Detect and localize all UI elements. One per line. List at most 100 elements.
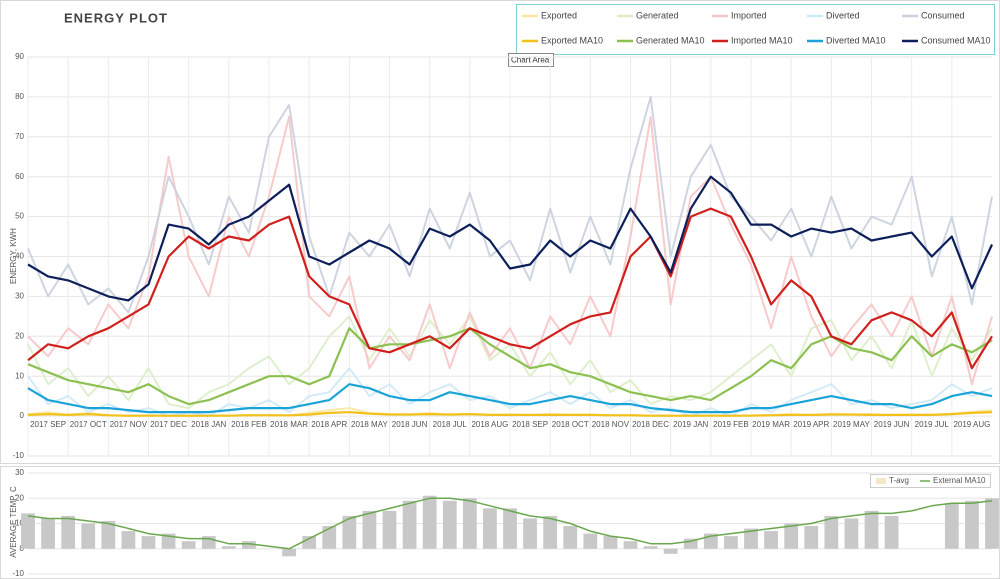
y-tick-label: 70 (15, 132, 24, 141)
legend-label: Diverted MA10 (826, 35, 886, 45)
legend-box (516, 4, 995, 55)
bar (683, 538, 698, 549)
bar (663, 548, 678, 554)
x-tick-label: 2018 FEB (231, 420, 267, 429)
x-tick-label: 2018 MAR (270, 420, 308, 429)
legend-label: Exported (541, 10, 577, 20)
y-tick-label: 20 (15, 331, 24, 340)
x-tick-label: 2017 NOV (110, 420, 148, 429)
legend-label: Consumed MA10 (921, 35, 991, 45)
bar (342, 515, 357, 549)
x-tick-label: 2019 JUL (915, 420, 950, 429)
bar (583, 533, 598, 549)
x-tick-label: 2019 APR (793, 420, 829, 429)
x-tick-label: 2019 FEB (713, 420, 749, 429)
bar (764, 531, 778, 549)
bar (362, 510, 377, 549)
series-line (27, 383, 993, 414)
series-line (27, 411, 993, 417)
bar (282, 548, 296, 557)
bar (21, 513, 35, 549)
bar (784, 523, 799, 549)
series-line (27, 95, 993, 314)
y-tick-label: -10 (12, 451, 24, 460)
legend-label: Exported MA10 (541, 35, 603, 45)
x-tick-label: 2018 JUL (433, 420, 468, 429)
x-tick-label: 2019 AUG (953, 420, 990, 429)
bar (61, 515, 76, 549)
bar (623, 541, 638, 549)
bar (884, 515, 899, 549)
x-tick-label: 2018 AUG (471, 420, 508, 429)
y-tick-label: 60 (15, 172, 24, 181)
chart-frame (0, 0, 1000, 464)
x-tick-label: 2018 MAY (351, 420, 388, 429)
legend-label: Imported MA10 (731, 35, 793, 45)
bar (41, 518, 55, 549)
legend-label: External MA10 (933, 476, 986, 485)
y-tick-label: 0 (20, 411, 25, 420)
x-tick-label: 2019 MAR (752, 420, 790, 429)
bar (462, 498, 477, 549)
bar (824, 515, 839, 549)
bar (121, 531, 136, 549)
legend-label: Generated (636, 10, 679, 20)
x-tick-label: 2018 DEC (632, 420, 669, 429)
bar (744, 528, 758, 549)
y-axis-label: AVERAGE TEMP, C (9, 486, 18, 558)
bar (322, 526, 337, 549)
bar (221, 546, 236, 549)
bar (503, 508, 517, 549)
legend-label: Generated MA10 (636, 35, 705, 45)
bar (101, 520, 116, 549)
bar (141, 536, 156, 549)
y-tick-label: 10 (15, 519, 24, 528)
bar (302, 536, 317, 549)
bar (81, 523, 96, 549)
y-tick-label: 30 (15, 468, 24, 477)
legend-label: T-avg (889, 476, 909, 485)
x-tick-label: 2019 MAY (833, 420, 870, 429)
bar (181, 541, 196, 549)
x-tick-label: 2018 JAN (191, 420, 226, 429)
x-tick-label: 2019 JAN (673, 420, 708, 429)
y-tick-label: 90 (15, 52, 24, 61)
x-tick-label: 2018 APR (311, 420, 347, 429)
x-tick-label: 2017 SEP (30, 420, 66, 429)
y-tick-label: 50 (15, 212, 24, 221)
x-tick-label: 2019 JUN (874, 420, 910, 429)
series-line (27, 175, 994, 302)
y-axis-label: ENERGY, KWH (9, 228, 18, 284)
bar (724, 536, 738, 549)
bar (944, 503, 959, 549)
x-tick-label: 2018 SEP (512, 420, 548, 429)
x-tick-label: 2018 OCT (552, 420, 589, 429)
bar (422, 495, 437, 549)
legend-label: Diverted (826, 10, 860, 20)
legend-label: Imported (731, 10, 767, 20)
bar (442, 500, 457, 549)
series-line (27, 207, 993, 370)
tooltip: Chart Area (511, 56, 550, 65)
series-line (27, 115, 993, 386)
y-tick-label: 40 (15, 252, 24, 261)
bar (161, 533, 176, 549)
bar (985, 498, 999, 549)
series-line (27, 497, 993, 550)
legend-box (870, 474, 991, 488)
bar (402, 500, 417, 549)
y-tick-label: 10 (15, 371, 24, 380)
legend-swatch (876, 478, 886, 484)
bar (844, 518, 859, 549)
x-tick-label: 2017 OCT (70, 420, 107, 429)
bar (643, 546, 658, 549)
y-tick-label: -10 (12, 569, 24, 578)
bar (563, 526, 578, 549)
bar (483, 508, 497, 549)
bar (543, 515, 558, 549)
bar (523, 518, 537, 549)
bar (804, 526, 819, 549)
x-tick-label: 2018 NOV (592, 420, 630, 429)
chart-title: ENERGY PLOT (64, 10, 168, 25)
